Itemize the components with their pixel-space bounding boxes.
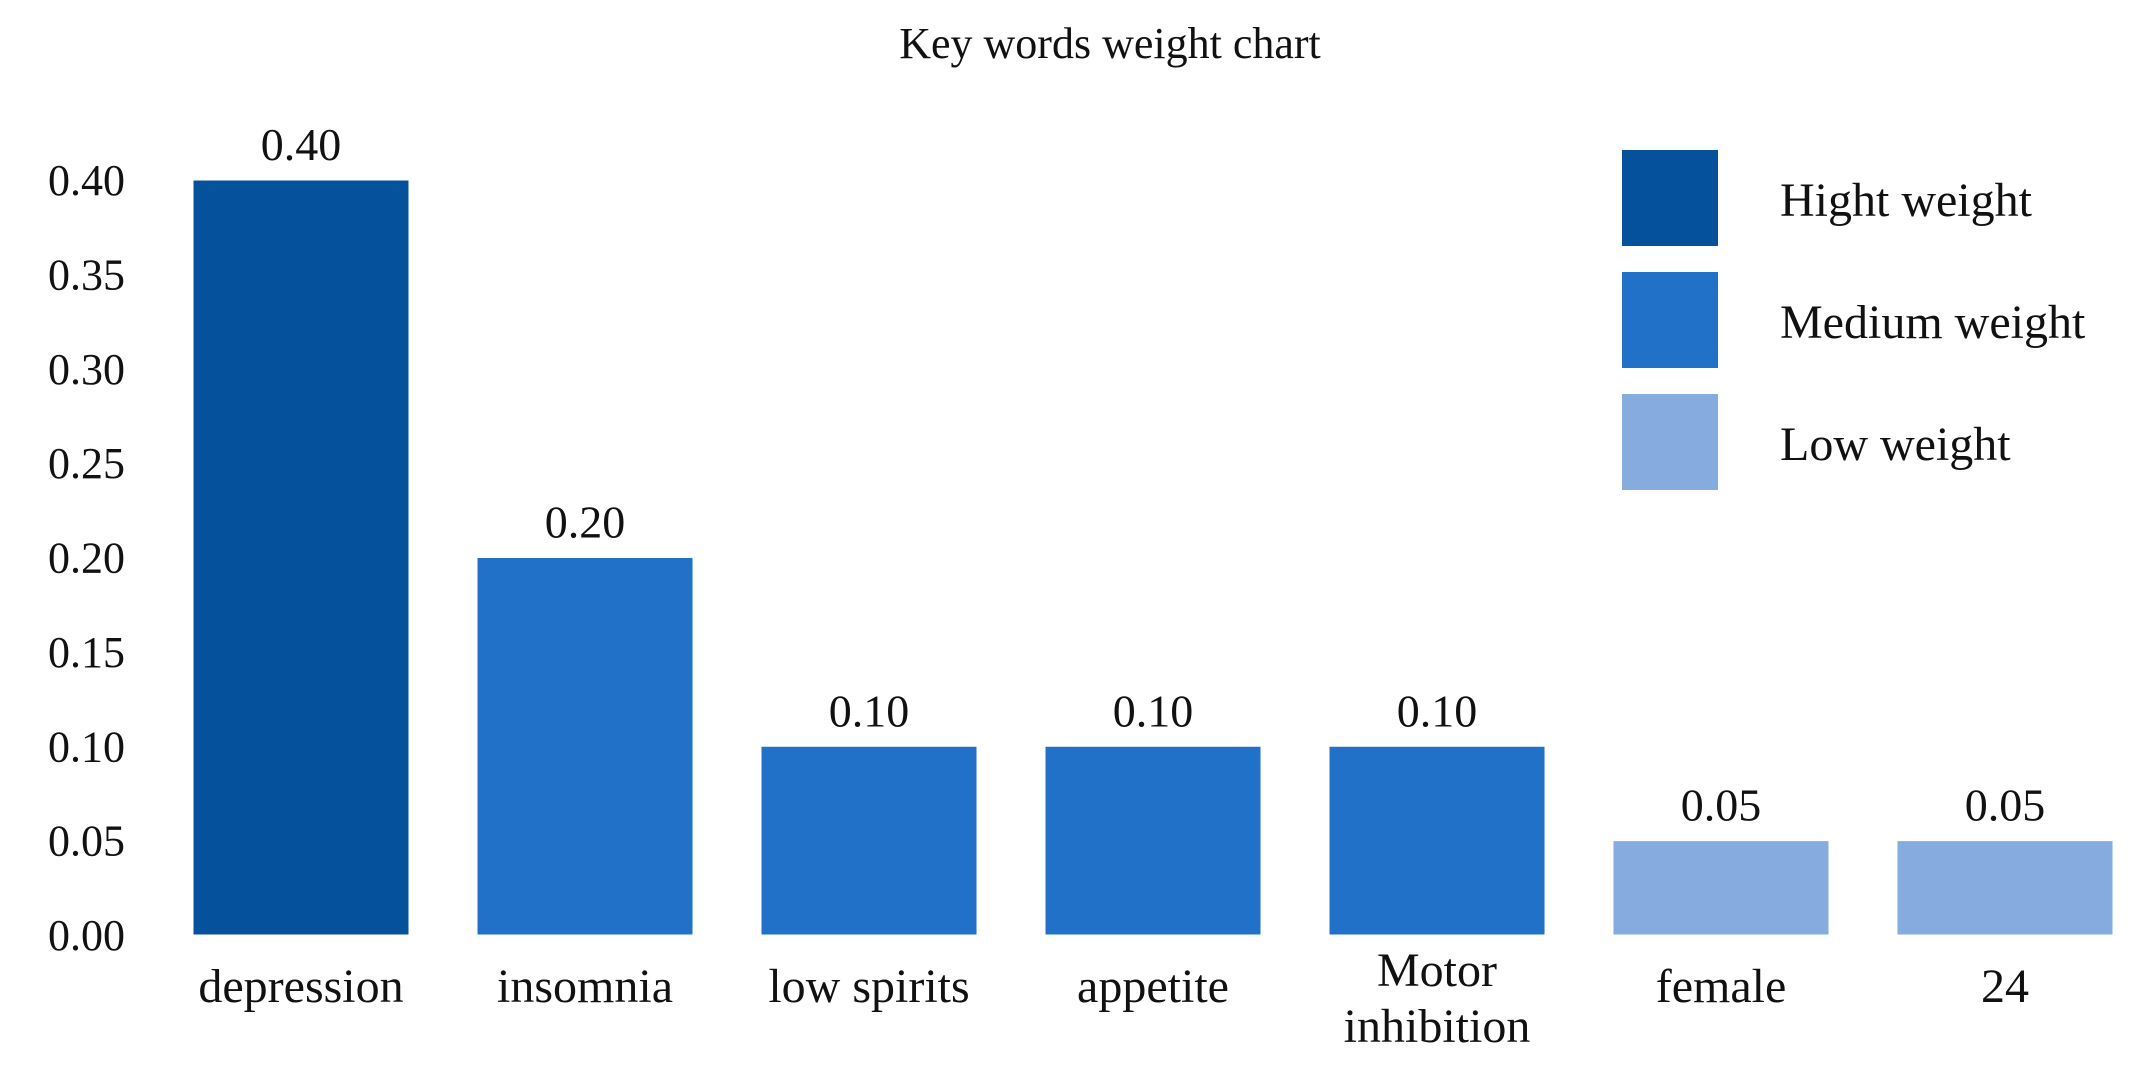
- x-tick-label: inhibition: [1344, 1000, 1531, 1053]
- x-tick-label: Motor: [1377, 944, 1497, 997]
- x-tick-label: insomnia: [497, 960, 673, 1013]
- bar: [476, 557, 694, 936]
- y-axis: 0.00 0.05 0.10 0.15 0.20 0.25 0.30 0.35 0.40: [48, 156, 125, 960]
- legend-swatch: [1622, 272, 1718, 368]
- y-tick-label: 0.40: [48, 156, 125, 205]
- x-tick-label: depression: [198, 960, 403, 1013]
- y-tick-label: 0.25: [48, 439, 125, 488]
- y-tick-label: 0.30: [48, 345, 125, 394]
- legend: Hight weight Medium weight Low weight: [1622, 150, 2086, 490]
- x-tick-label: low spirits: [768, 960, 969, 1013]
- bar: [1328, 745, 1546, 936]
- x-axis: depression insomnia low spirits appetite Mot…: [198, 944, 2029, 1053]
- legend-swatch: [1622, 150, 1718, 246]
- bar-value-label: 0.05: [1965, 780, 2046, 831]
- bar-value-label: 0.40: [261, 119, 342, 170]
- x-tick-label: appetite: [1077, 960, 1229, 1013]
- bar: [1612, 840, 1830, 936]
- y-tick-label: 0.10: [48, 722, 125, 771]
- x-tick-label: 24: [1981, 960, 2029, 1013]
- legend-label: Hight weight: [1780, 174, 2033, 227]
- bar-value-label: 0.10: [1113, 685, 1194, 736]
- y-tick-label: 0.20: [48, 534, 125, 583]
- bar: [760, 745, 978, 936]
- bar: [1044, 745, 1262, 936]
- y-tick-label: 0.35: [48, 250, 125, 299]
- value-labels-group: 0.40 0.20 0.10 0.10 0.10 0.05 0.05: [261, 119, 2046, 831]
- x-tick-label: female: [1656, 960, 1787, 1013]
- y-tick-label: 0.00: [48, 911, 125, 960]
- legend-label: Low weight: [1780, 418, 2011, 471]
- chart-title: Key words weight chart: [899, 19, 1321, 68]
- bar-value-label: 0.05: [1681, 780, 1762, 831]
- legend-label: Medium weight: [1780, 296, 2086, 349]
- bar-value-label: 0.10: [1397, 685, 1478, 736]
- legend-swatch: [1622, 394, 1718, 490]
- bar-value-label: 0.10: [829, 685, 910, 736]
- bars-group: [192, 179, 2114, 936]
- bar: [1896, 840, 2114, 936]
- y-tick-label: 0.05: [48, 817, 125, 866]
- y-tick-label: 0.15: [48, 628, 125, 677]
- bar: [192, 179, 410, 936]
- bar-value-label: 0.20: [545, 497, 626, 548]
